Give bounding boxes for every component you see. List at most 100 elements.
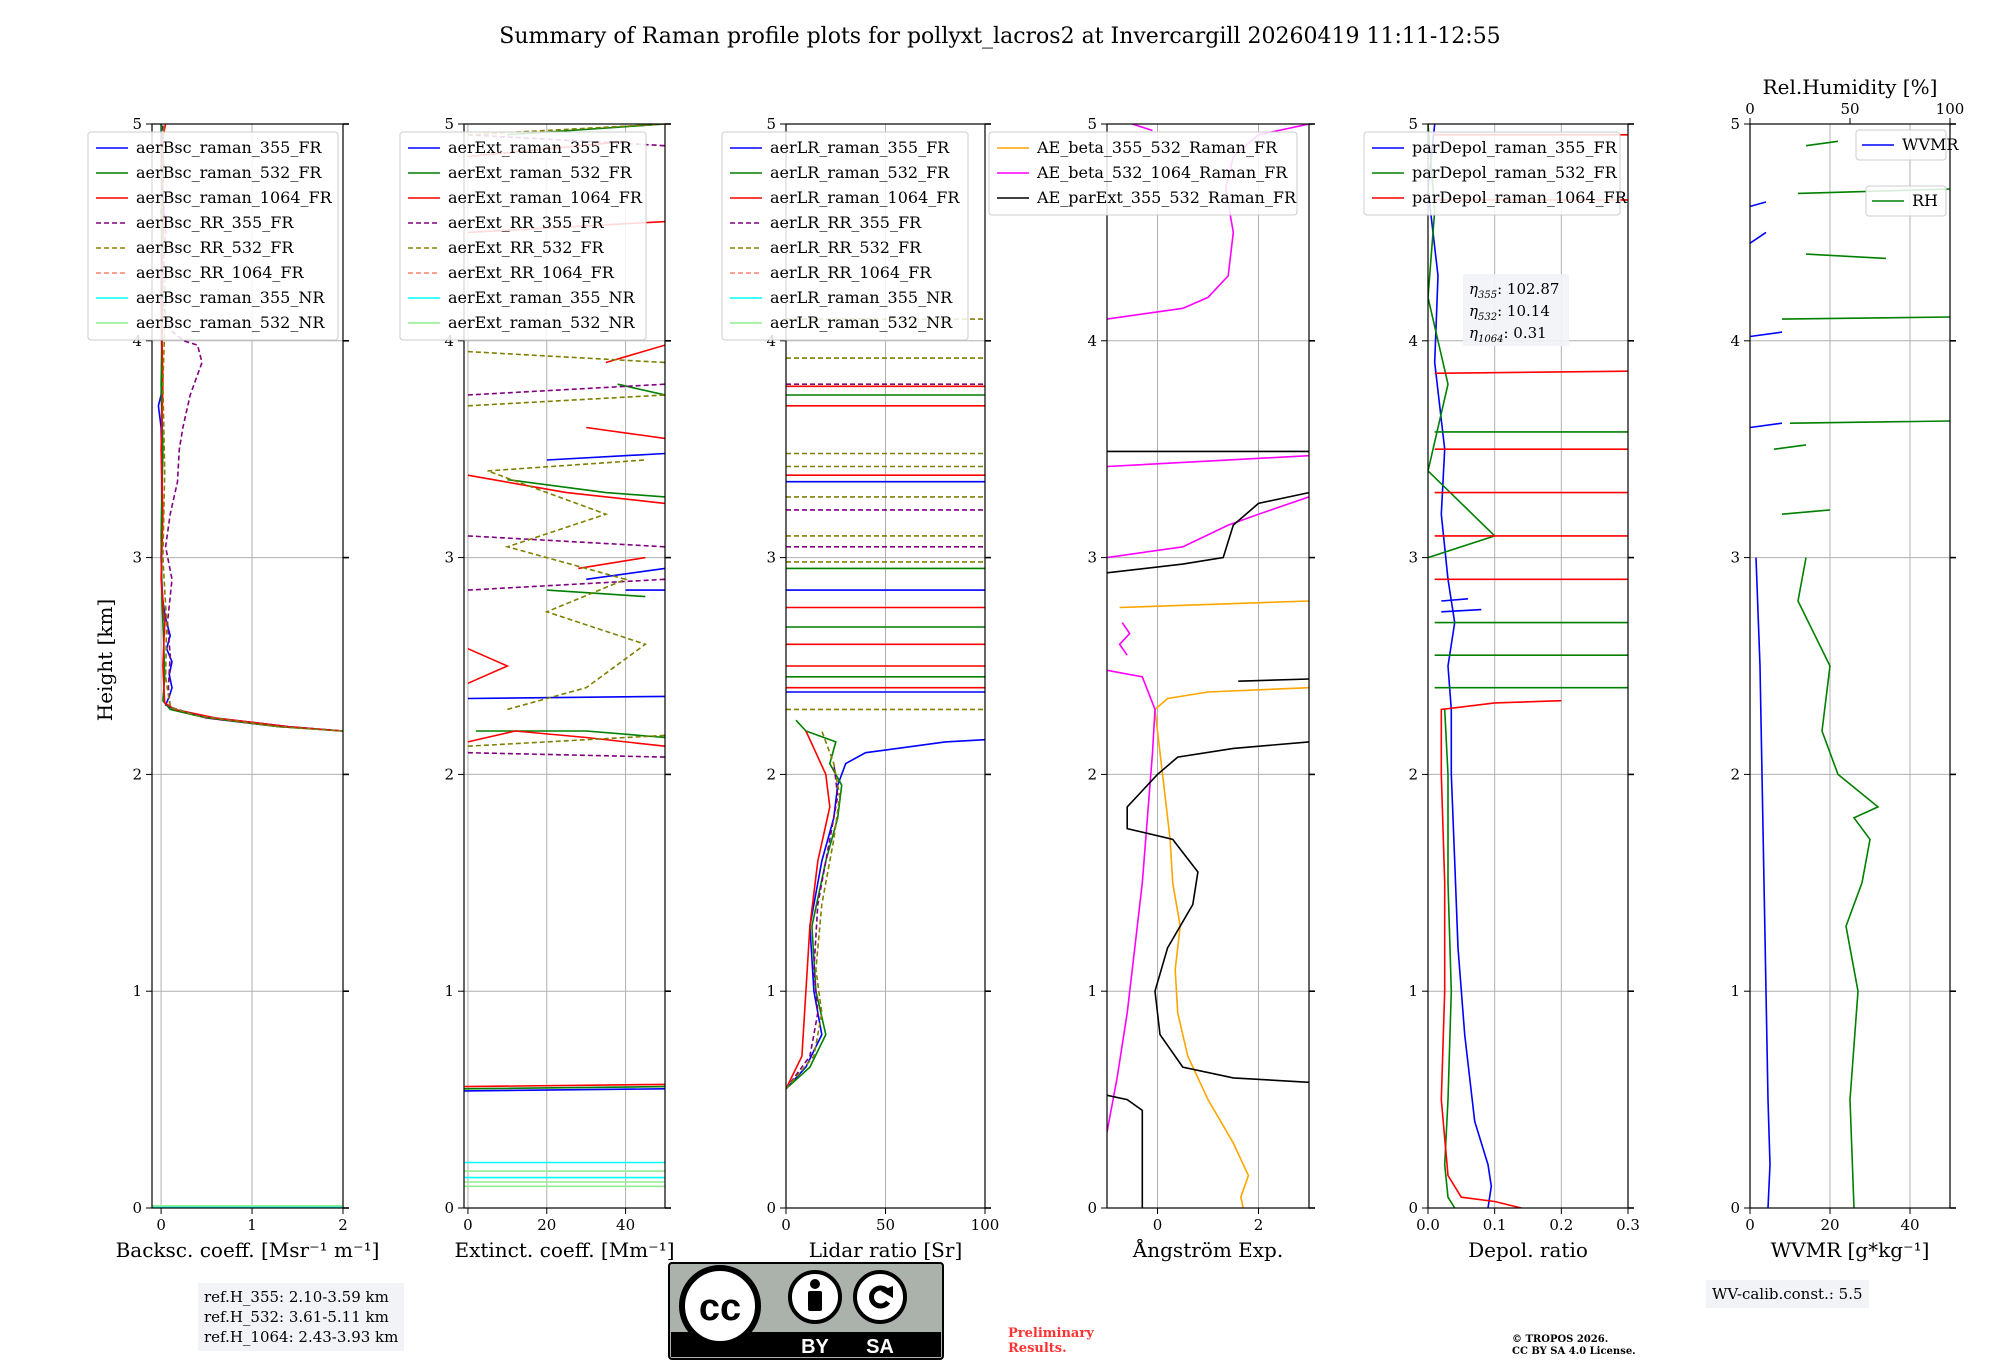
- y-tick-label: 2: [444, 765, 454, 783]
- series-line-aerLR_raman_1064_FR: [786, 385, 985, 1090]
- legend-entry: aerBsc_RR_355_FR: [136, 213, 294, 232]
- y-tick-label: 4: [1087, 332, 1097, 350]
- figure-title: Summary of Raman profile plots for polly…: [499, 24, 1500, 49]
- top-x-tick-label: 50: [1840, 100, 1859, 118]
- x-axis-label: Depol. ratio: [1468, 1238, 1588, 1262]
- y-tick-label: 4: [1408, 332, 1418, 350]
- preliminary-line-1: Preliminary: [1008, 1326, 1094, 1341]
- legend-entry: parDepol_raman_1064_FR: [1412, 188, 1628, 207]
- axes-frame: [1427, 123, 1629, 1209]
- y-tick-label: 2: [1087, 765, 1097, 783]
- wv-calib-text: WV-calib.const.: 5.5: [1712, 1285, 1863, 1303]
- y-tick-label: 2: [1730, 765, 1740, 783]
- x-tick-label: 50: [876, 1216, 895, 1234]
- panel-wvmr: 0 20 40 0 1 2 3 4 5 WVMR [g*kg⁻¹] 0 50 100Rel.Humidi…: [1730, 75, 1964, 1262]
- by-label: BY: [801, 1336, 829, 1358]
- axes-frame: [463, 123, 666, 1209]
- y-tick-label: 0: [132, 1199, 142, 1217]
- copyright-line-1: © TROPOS 2026.: [1512, 1334, 1609, 1345]
- series-group: [1107, 124, 1309, 1208]
- legend-entry: parDepol_raman_355_FR: [1412, 138, 1618, 157]
- y-tick-label: 3: [444, 549, 454, 567]
- legend-entry: aerExt_raman_355_FR: [448, 138, 633, 157]
- series-line-AE_beta_532_1064_Raman_FR: [1107, 124, 1309, 1133]
- y-tick-label: 5: [132, 115, 142, 133]
- axes-frame: [151, 123, 344, 1209]
- x-tick-label: 2: [1254, 1216, 1264, 1234]
- series-line-AE_parExt_355_532_Raman_FR: [1107, 450, 1309, 1208]
- ref-height-355: ref.H_355: 2.10-3.59 km: [204, 1288, 389, 1306]
- y-tick-label: 3: [766, 549, 776, 567]
- series-line-aerExt_raman_532_FR: [464, 124, 665, 1090]
- legend-box: [1855, 129, 1947, 161]
- sa-label: SA: [866, 1336, 894, 1358]
- wv-calib-box: WV-calib.const.: 5.5: [1706, 1280, 1869, 1308]
- series-line-aerExt_RR_532_FR: [467, 124, 665, 747]
- series-line-aerLR_raman_355_FR: [786, 480, 985, 1090]
- legend-entry: aerExt_RR_1064_FR: [448, 263, 615, 282]
- y-tick-label: 3: [1408, 549, 1418, 567]
- legend-entry: aerLR_raman_532_FR: [770, 163, 950, 182]
- legend-entry: aerLR_raman_1064_FR: [770, 188, 960, 207]
- x-axis-label: Lidar ratio [Sr]: [809, 1238, 963, 1262]
- y-tick-label: 1: [1408, 982, 1418, 1000]
- axes-frame: [1106, 123, 1310, 1209]
- x-tick-label: 40: [616, 1216, 635, 1234]
- y-tick-label: 0: [1730, 1199, 1740, 1217]
- eta-annotation-box: [1463, 274, 1569, 346]
- person-body-icon: [808, 1291, 822, 1311]
- legend-box: [1363, 131, 1621, 216]
- legend-box: [87, 131, 339, 341]
- share-alike-arrowhead-icon: [881, 1286, 893, 1298]
- y-tick-label: 1: [766, 982, 776, 1000]
- series-line-aerExt_RR_355_FR: [467, 134, 665, 758]
- x-tick-label: 0: [156, 1216, 166, 1234]
- y-tick-label: 5: [1087, 115, 1097, 133]
- eta-annotation-532: η532: 10.14: [1469, 302, 1550, 323]
- y-tick-label: 5: [1730, 115, 1740, 133]
- y-tick-label: 3: [1730, 549, 1740, 567]
- y-tick-label: 4: [766, 332, 776, 350]
- y-tick-label: 1: [1730, 982, 1740, 1000]
- legend-entry: parDepol_raman_532_FR: [1412, 163, 1618, 182]
- ref-height-532: ref.H_532: 3.61-5.11 km: [204, 1308, 389, 1326]
- legend-entry: aerLR_raman_355_NR: [770, 288, 953, 307]
- y-tick-label: 0: [1087, 1199, 1097, 1217]
- series-line-aerBsc_RR_532_FR: [160, 124, 343, 732]
- legend-entry: AE_beta_355_532_Raman_FR: [1036, 138, 1278, 157]
- cc-icon: [679, 1265, 761, 1347]
- legend-entry: aerExt_raman_532_NR: [448, 313, 636, 332]
- legend-entry: aerLR_RR_355_FR: [770, 213, 922, 232]
- legend-entry: AE_beta_532_1064_Raman_FR: [1036, 163, 1288, 182]
- x-tick-label: 0.2: [1549, 1216, 1573, 1234]
- legend-entry: aerBsc_raman_532_FR: [136, 163, 322, 182]
- y-tick-label: 0: [444, 1199, 454, 1217]
- series-line-aerExt_raman_532_NR: [464, 1170, 665, 1188]
- legend-entry: aerBsc_raman_355_FR: [136, 138, 322, 157]
- legend-entry: AE_parExt_355_532_Raman_FR: [1036, 188, 1297, 207]
- eta-annotation-1064: η1064: 0.31: [1469, 324, 1547, 345]
- legend-entry: aerBsc_RR_1064_FR: [136, 263, 305, 282]
- legend-box: [1865, 185, 1947, 217]
- ref-height-box: ref.H_355: 2.10-3.59 km ref.H_532: 3.61-…: [198, 1283, 405, 1351]
- x-tick-label: 20: [1820, 1216, 1839, 1234]
- series-line-aerLR_raman_532_FR: [786, 394, 985, 1090]
- top-x-tick-label: 0: [1745, 100, 1755, 118]
- y-tick-label: 4: [1730, 332, 1740, 350]
- share-alike-arrow-icon: [869, 1285, 891, 1309]
- legend-entry: aerBsc_raman_355_NR: [136, 288, 325, 307]
- top-x-tick-label: 100: [1936, 100, 1965, 118]
- eta-annotation-355: η355: 102.87: [1469, 280, 1559, 301]
- x-axis-label: Extinct. coeff. [Mm⁻¹]: [454, 1238, 674, 1262]
- series-group: [1750, 140, 1950, 1208]
- legend-entry: aerLR_raman_532_NR: [770, 313, 953, 332]
- y-tick-label: 4: [444, 332, 454, 350]
- height-axis-label: Height [km]: [93, 599, 117, 721]
- series-line-aerExt_raman_355_FR: [464, 452, 665, 1092]
- x-tick-label: 40: [1900, 1216, 1919, 1234]
- cc-icon-text: cc: [699, 1287, 741, 1329]
- x-axis-label: Backsc. coeff. [Msr⁻¹ m⁻¹]: [116, 1238, 380, 1262]
- y-tick-label: 1: [132, 982, 142, 1000]
- panel-extinction: 0 20 40 0 1 2 3 4 5 Extinct. coeff. [Mm⁻¹] aerExt_…: [399, 115, 675, 1262]
